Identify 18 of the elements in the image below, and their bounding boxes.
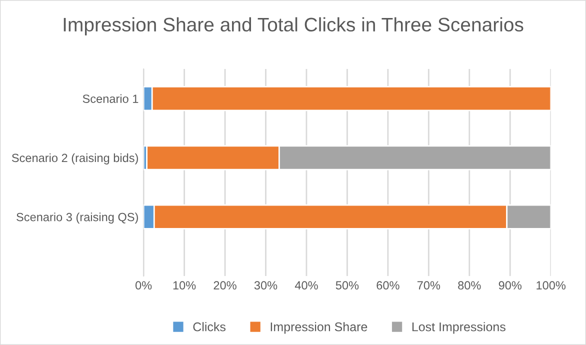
y-tick-label: Scenario 3 (raising QS): [16, 212, 138, 224]
x-tick-label: 0%: [136, 281, 152, 290]
y-tick-label: Scenario 2 (raising bids): [12, 153, 138, 164]
y-tick-label: Scenario 1: [82, 94, 138, 103]
x-tick-label: 90%: [498, 281, 522, 290]
x-tick-label: 70%: [417, 281, 440, 290]
x-tick-label: 40%: [294, 281, 318, 290]
chart-title: Impression Share and Total Clicks in Three Scenarios: [64, 17, 524, 36]
x-tick-label: 80%: [458, 281, 481, 290]
x-tick-label: 60%: [376, 281, 400, 290]
legend-label: Clicks: [193, 322, 226, 332]
x-tick-label: 30%: [254, 281, 278, 290]
x-tick-label: 100%: [536, 281, 566, 290]
x-tick-label: 20%: [214, 281, 236, 290]
legend-label: Impression Share: [270, 322, 368, 334]
x-tick-label: 50%: [336, 281, 359, 290]
legend-label: Lost Impressions: [412, 322, 506, 334]
x-tick-label: 10%: [173, 281, 196, 290]
